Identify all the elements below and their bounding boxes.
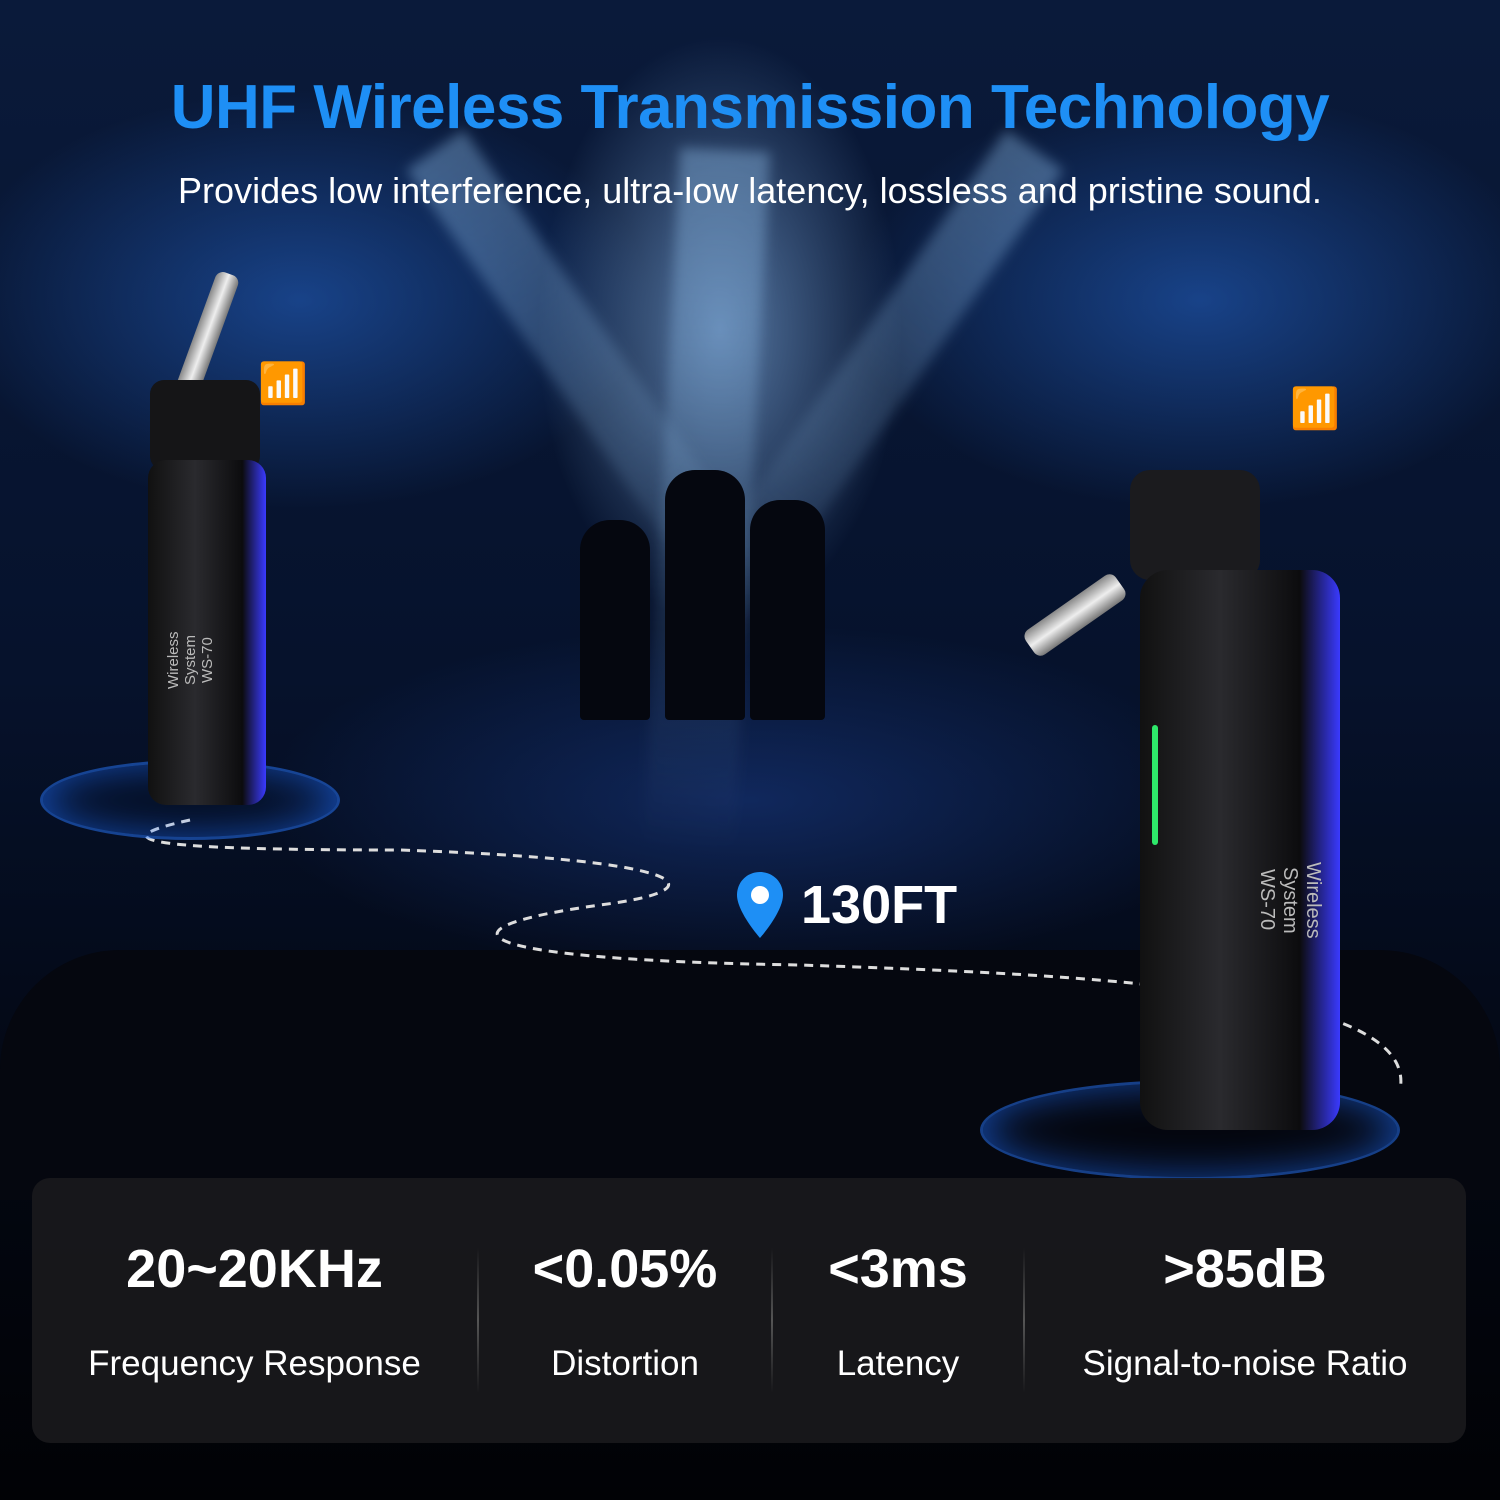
performer (665, 470, 745, 720)
spec-label: Frequency Response (88, 1343, 421, 1383)
spec-label: Latency (836, 1343, 960, 1383)
device-model: WS-70 (199, 637, 216, 683)
page-title: UHF Wireless Transmission Technology (170, 73, 1330, 142)
transmitter-body (148, 460, 266, 805)
spec-label: Signal-to-noise Ratio (1082, 1343, 1408, 1383)
range-indicator: 130FT (735, 870, 957, 940)
status-led (1152, 725, 1158, 845)
spec-label: Distortion (551, 1343, 699, 1383)
location-pin-icon (737, 872, 783, 938)
specs-panel: 20~20KHz Frequency Response <0.05% Distort… (32, 1178, 1466, 1443)
device-model: WS-70 (1256, 869, 1278, 931)
spec-value: >85dB (1163, 1238, 1327, 1299)
divider (1023, 1248, 1025, 1393)
spec-value: 20~20KHz (126, 1238, 383, 1299)
page-subtitle: Provides low interference, ultra-low lat… (178, 170, 1322, 211)
divider (477, 1248, 479, 1393)
divider (771, 1248, 773, 1393)
performer (750, 500, 825, 720)
device-label: Wireless System (165, 631, 199, 689)
spec-value: <3ms (828, 1238, 968, 1299)
wifi-icon: 📶 (258, 361, 308, 407)
spec-snr: >85dB Signal-to-noise Ratio (1025, 1178, 1465, 1443)
swivel-head (150, 380, 260, 470)
performer (580, 520, 650, 720)
device-label: Wireless System (1279, 861, 1324, 939)
spec-latency: <3ms Latency (773, 1178, 1023, 1443)
spec-distortion: <0.05% Distortion (479, 1178, 771, 1443)
swivel-head (1130, 470, 1260, 580)
spec-frequency: 20~20KHz Frequency Response (32, 1178, 477, 1443)
spec-value: <0.05% (532, 1238, 718, 1299)
receiver-body (1140, 570, 1340, 1130)
range-value: 130FT (801, 875, 958, 935)
wifi-icon: 📶 (1290, 386, 1340, 432)
